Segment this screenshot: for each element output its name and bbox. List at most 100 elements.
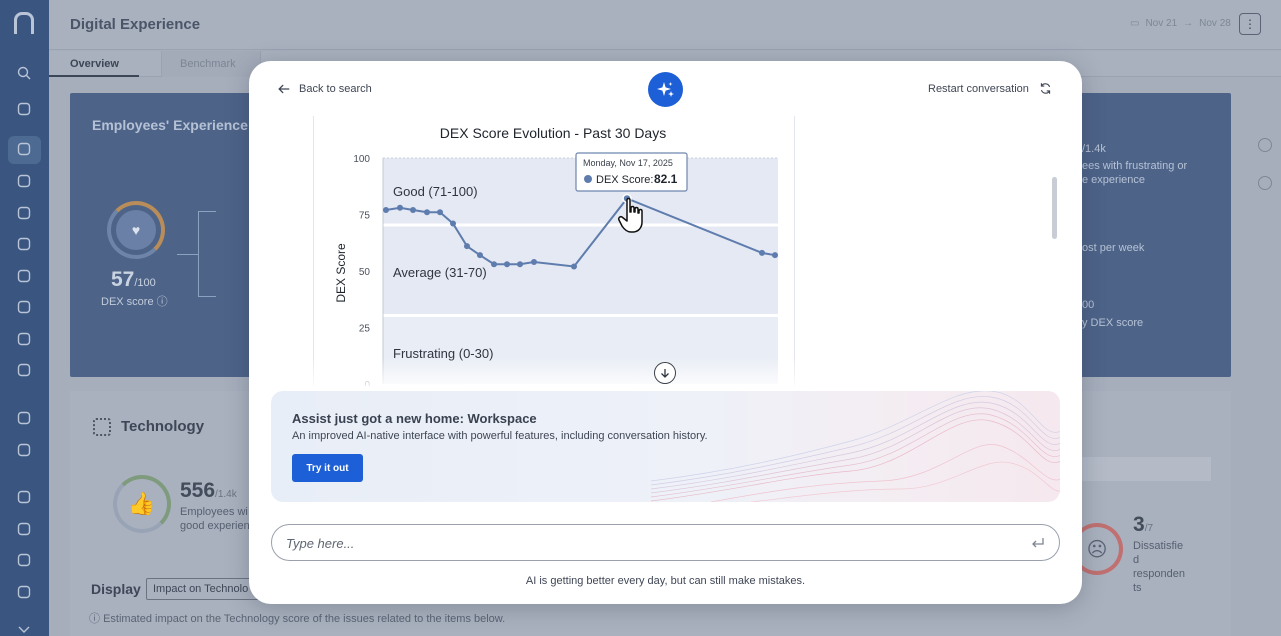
series-line <box>385 197 776 268</box>
rocket-icon[interactable] <box>15 520 33 538</box>
band-label: Good (71-100) <box>393 184 478 199</box>
chip-icon <box>93 418 111 436</box>
tasks-icon[interactable] <box>15 330 33 348</box>
data-point <box>531 258 537 265</box>
chart-container: Good (71-100) Average (31-70) Frustrating … <box>313 116 795 386</box>
chevron-down-icon[interactable] <box>15 620 33 636</box>
data-point <box>504 261 510 268</box>
info-icon: ⓘ <box>156 296 168 308</box>
dex-score-value: 57/100 <box>111 268 156 291</box>
band-label: Average (31-70) <box>393 265 487 280</box>
grid-icon[interactable] <box>1258 138 1272 152</box>
data-point <box>397 204 403 211</box>
display-label: Display <box>91 581 141 597</box>
learning-icon[interactable] <box>15 488 33 506</box>
apps-icon[interactable] <box>15 409 33 427</box>
data-point <box>410 206 416 213</box>
dex-gauge <box>107 201 165 259</box>
scrollbar-thumb[interactable] <box>1052 177 1057 239</box>
dex-score-chart: Good (71-100)Average (31-70)Frustrating … <box>334 125 778 386</box>
chart-title: DEX Score Evolution - Past 30 Days <box>440 125 666 141</box>
data-point <box>759 249 765 256</box>
chat-input-box[interactable] <box>271 524 1060 561</box>
workspace-promo-banner: Assist just got a new home: Workspace An… <box>271 391 1060 502</box>
tooltip-label: DEX Score: <box>596 174 653 186</box>
y-tick-label: 50 <box>359 267 371 278</box>
page-title: Digital Experience <box>70 16 201 33</box>
assist-sparkle-icon <box>648 72 683 107</box>
kebab-icon: ⋮ <box>1244 17 1256 31</box>
tab-overview[interactable]: Overview <box>70 58 119 70</box>
more-menu-button[interactable]: ⋮ <box>1239 13 1261 35</box>
data-point <box>491 261 497 268</box>
tab-benchmark[interactable]: Benchmark <box>161 51 261 77</box>
data-point <box>571 263 577 270</box>
bg-text: /1.4k <box>1082 143 1106 155</box>
hand-cursor-icon <box>618 197 643 233</box>
arrow-right-icon: → <box>1183 18 1194 29</box>
restart-conversation-button[interactable]: Restart conversation <box>928 82 1052 95</box>
calendar-icon: ▭ <box>1130 18 1140 29</box>
tech-sub: Employees wi good experien <box>180 506 250 532</box>
y-tick-label: 25 <box>359 324 371 335</box>
y-tick-label: 75 <box>359 211 371 222</box>
bell-icon[interactable] <box>15 172 33 190</box>
data-point <box>772 252 778 259</box>
search-people-icon[interactable] <box>15 441 33 459</box>
analytics-icon[interactable] <box>15 235 33 253</box>
display-select[interactable]: Impact on Technolo <box>146 578 266 600</box>
try-it-out-button[interactable]: Try it out <box>292 454 363 482</box>
dissatisfied-label: Dissatisfie d responden ts <box>1133 540 1185 594</box>
ai-disclaimer: AI is getting better every day, but can … <box>525 575 806 587</box>
bg-text: e experience <box>1082 174 1145 186</box>
decorative-waves <box>651 391 1060 502</box>
tab-underline <box>49 75 139 77</box>
sparkle-icon[interactable] <box>15 100 33 118</box>
chat-icon[interactable] <box>15 267 33 285</box>
date-to: Nov 28 <box>1199 18 1231 29</box>
compass-icon[interactable] <box>15 140 33 158</box>
data-point <box>383 206 389 213</box>
refresh-icon <box>1040 83 1051 94</box>
enter-icon[interactable] <box>1030 535 1046 551</box>
date-range[interactable]: ▭ Nov 21 → Nov 28 <box>1130 18 1231 29</box>
restart-label: Restart conversation <box>928 82 1029 95</box>
assist-modal: Back to search Restart conversation Good… <box>249 61 1082 604</box>
y-axis-label: DEX Score <box>334 243 348 303</box>
search-icon[interactable] <box>15 64 33 82</box>
thumbs-up-icon: 👍 <box>113 475 171 533</box>
messages-icon[interactable] <box>15 551 33 569</box>
estimate-note: ⓘ Estimated impact on the Technology sco… <box>89 613 506 625</box>
monitor-heart-icon: ♥ <box>116 210 156 250</box>
sidebar <box>0 0 49 636</box>
technology-title: Technology <box>121 418 205 435</box>
promo-title: Assist just got a new home: Workspace <box>292 411 537 426</box>
tech-value: 556/1.4k <box>180 479 237 502</box>
connector-lines <box>198 211 216 297</box>
date-from: Nov 21 <box>1145 18 1178 29</box>
scroll-down-button[interactable] <box>654 362 676 384</box>
employees-experience-title: Employees' Experience S <box>92 117 262 133</box>
chat-input[interactable] <box>286 534 1006 552</box>
truncated-note: d. <box>1060 457 1211 481</box>
tooltip-date: Monday, Nov 17, 2025 <box>583 158 673 168</box>
bg-text: y DEX score <box>1082 317 1144 329</box>
promo-subtitle: An improved AI-native interface with pow… <box>292 430 708 442</box>
data-point <box>464 243 470 250</box>
topbar <box>49 0 1281 50</box>
app-logo[interactable] <box>14 12 34 34</box>
settings-icon[interactable] <box>15 361 33 379</box>
tooltip-marker <box>584 175 592 183</box>
book-icon[interactable] <box>15 583 33 601</box>
data-point <box>450 220 456 227</box>
dex-score-label: DEX score ⓘ <box>101 296 168 308</box>
help-icon[interactable] <box>1258 176 1272 190</box>
sidebar-active-highlight <box>8 136 41 164</box>
workflow-icon[interactable] <box>15 298 33 316</box>
back-to-search-link[interactable]: Back to search <box>277 82 372 96</box>
arrow-left-icon <box>278 84 290 94</box>
dissatisfied-value: 3/7 <box>1133 513 1154 536</box>
tooltip-value: 82.1 <box>654 172 678 186</box>
data-point <box>477 252 483 259</box>
inbox-icon[interactable] <box>15 204 33 222</box>
